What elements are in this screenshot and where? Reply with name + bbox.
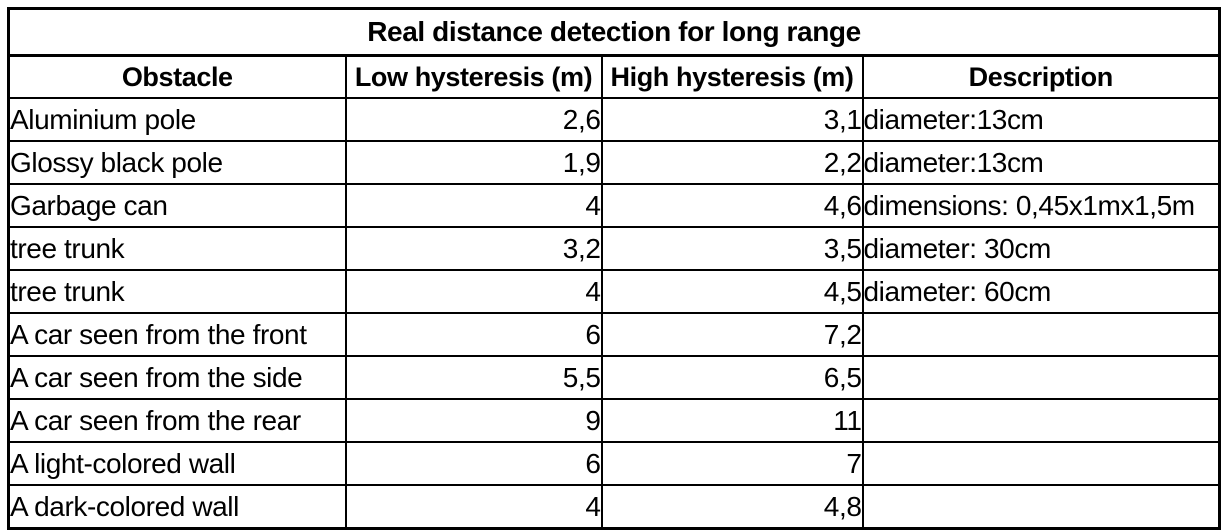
low-hysteresis-cell: 9 xyxy=(344,398,603,443)
distance-detection-table: Real distance detection for long range O… xyxy=(7,7,1221,530)
obstacle-cell: Garbage can xyxy=(7,183,347,228)
low-hysteresis-cell: 4 xyxy=(344,269,603,314)
table-row: A car seen from the front 6 7,2 xyxy=(7,312,1221,357)
obstacle-cell: A car seen from the side xyxy=(7,355,347,400)
description-cell xyxy=(861,398,1221,443)
description-cell xyxy=(861,312,1221,357)
obstacle-cell: A car seen from the rear xyxy=(7,398,347,443)
column-header-obstacle: Obstacle xyxy=(7,54,347,99)
low-hysteresis-cell: 3,2 xyxy=(344,226,603,271)
low-hysteresis-cell: 4 xyxy=(344,484,603,530)
high-hysteresis-cell: 4,5 xyxy=(600,269,864,314)
high-hysteresis-cell: 7 xyxy=(600,441,864,486)
table-header-row: Obstacle Low hysteresis (m) High hystere… xyxy=(7,54,1221,99)
table-title-row: Real distance detection for long range xyxy=(7,7,1221,57)
description-cell: diameter: 30cm xyxy=(861,226,1221,271)
column-header-low-hysteresis: Low hysteresis (m) xyxy=(344,54,603,99)
table-body: Aluminium pole 2,6 3,1 diameter:13cm Glo… xyxy=(7,97,1221,530)
high-hysteresis-cell: 7,2 xyxy=(600,312,864,357)
low-hysteresis-cell: 4 xyxy=(344,183,603,228)
table-title: Real distance detection for long range xyxy=(7,7,1221,57)
table-row: Glossy black pole 1,9 2,2 diameter:13cm xyxy=(7,140,1221,185)
low-hysteresis-cell: 6 xyxy=(344,312,603,357)
low-hysteresis-cell: 1,9 xyxy=(344,140,603,185)
description-cell xyxy=(861,355,1221,400)
high-hysteresis-cell: 4,6 xyxy=(600,183,864,228)
high-hysteresis-cell: 3,1 xyxy=(600,97,864,142)
low-hysteresis-cell: 5,5 xyxy=(344,355,603,400)
description-cell: diameter:13cm xyxy=(861,97,1221,142)
description-cell: diameter: 60cm xyxy=(861,269,1221,314)
low-hysteresis-cell: 6 xyxy=(344,441,603,486)
high-hysteresis-cell: 4,8 xyxy=(600,484,864,530)
obstacle-cell: A car seen from the front xyxy=(7,312,347,357)
description-cell: diameter:13cm xyxy=(861,140,1221,185)
table-row: A light-colored wall 6 7 xyxy=(7,441,1221,486)
high-hysteresis-cell: 2,2 xyxy=(600,140,864,185)
column-header-description: Description xyxy=(861,54,1221,99)
document-page: Real distance detection for long range O… xyxy=(7,7,1221,530)
obstacle-cell: Glossy black pole xyxy=(7,140,347,185)
table-row: A dark-colored wall 4 4,8 xyxy=(7,484,1221,530)
description-cell xyxy=(861,441,1221,486)
obstacle-cell: A dark-colored wall xyxy=(7,484,347,530)
table-row: A car seen from the rear 9 11 xyxy=(7,398,1221,443)
description-cell: dimensions: 0,45x1mx1,5m xyxy=(861,183,1221,228)
high-hysteresis-cell: 11 xyxy=(600,398,864,443)
description-cell xyxy=(861,484,1221,530)
obstacle-cell: A light-colored wall xyxy=(7,441,347,486)
table-row: Aluminium pole 2,6 3,1 diameter:13cm xyxy=(7,97,1221,142)
high-hysteresis-cell: 6,5 xyxy=(600,355,864,400)
table-row: tree trunk 3,2 3,5 diameter: 30cm xyxy=(7,226,1221,271)
table-row: tree trunk 4 4,5 diameter: 60cm xyxy=(7,269,1221,314)
column-header-high-hysteresis: High hysteresis (m) xyxy=(600,54,864,99)
table-row: Garbage can 4 4,6 dimensions: 0,45x1mx1,… xyxy=(7,183,1221,228)
table-row: A car seen from the side 5,5 6,5 xyxy=(7,355,1221,400)
obstacle-cell: Aluminium pole xyxy=(7,97,347,142)
low-hysteresis-cell: 2,6 xyxy=(344,97,603,142)
high-hysteresis-cell: 3,5 xyxy=(600,226,864,271)
obstacle-cell: tree trunk xyxy=(7,269,347,314)
obstacle-cell: tree trunk xyxy=(7,226,347,271)
